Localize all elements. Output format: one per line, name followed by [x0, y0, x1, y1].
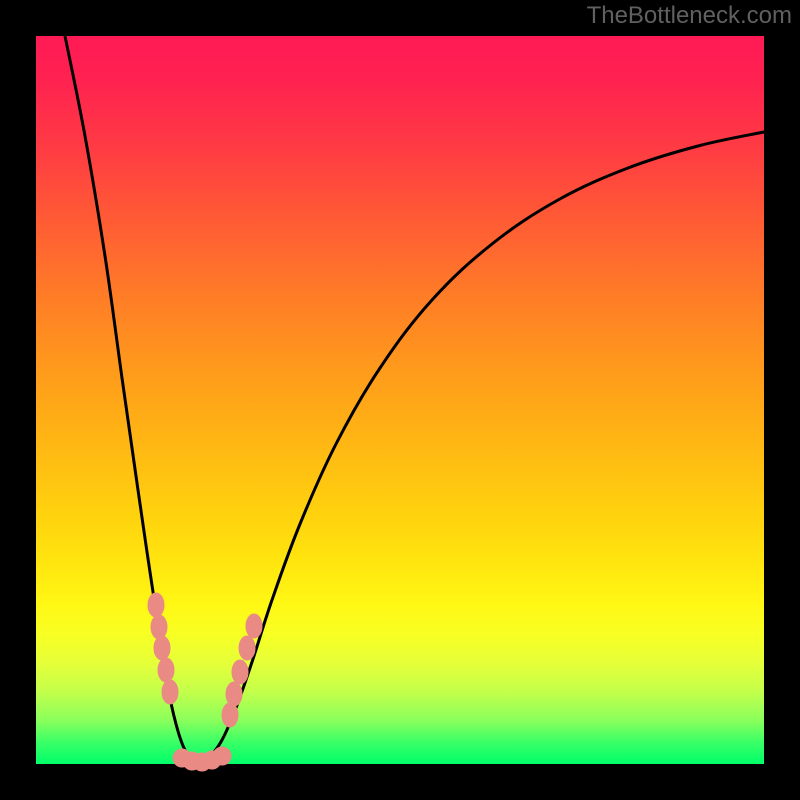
- data-marker: [151, 615, 167, 639]
- bottleneck-chart: [0, 0, 800, 800]
- data-marker: [232, 660, 248, 684]
- plot-background: [36, 36, 764, 764]
- data-marker: [226, 682, 242, 706]
- data-marker: [154, 636, 170, 660]
- data-marker: [246, 614, 262, 638]
- data-marker: [158, 658, 174, 682]
- data-marker: [148, 593, 164, 617]
- data-marker: [213, 747, 231, 765]
- data-marker: [222, 703, 238, 727]
- data-marker: [162, 680, 178, 704]
- chart-container: TheBottleneck.com: [0, 0, 800, 800]
- watermark-text: TheBottleneck.com: [587, 2, 792, 30]
- data-marker: [239, 636, 255, 660]
